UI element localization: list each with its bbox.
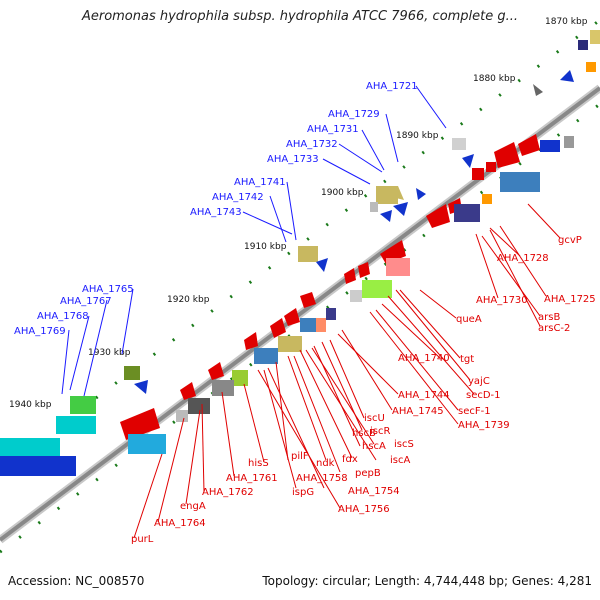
label-iscS: iscS (394, 439, 414, 450)
gene-arrow (316, 258, 328, 272)
label-AHA_1758: AHA_1758 (296, 473, 348, 484)
label-iscA: iscA (390, 455, 410, 466)
blue-labels: AHA_1721 AHA_1729 AHA_1731 AHA_1732 AHA_… (14, 81, 418, 337)
genome-summary: Topology: circular; Length: 4,744,448 bp… (262, 574, 592, 588)
label-ispG: ispG (292, 487, 314, 498)
scale-label-1930: 1930 kbp (88, 348, 131, 358)
label-yajC: yajC (468, 376, 490, 387)
forward-strand-genes (70, 30, 600, 414)
label-AHA_1767: AHA_1767 (60, 296, 112, 307)
label-ndk: ndk (316, 458, 335, 469)
gene-block (590, 30, 600, 44)
scale-label-1900: 1900 kbp (321, 188, 364, 198)
label-secD-1: secD-1 (466, 390, 501, 401)
label-engA: engA (180, 501, 206, 512)
label-AHA_1730: AHA_1730 (476, 295, 528, 306)
gene-block (578, 40, 588, 50)
gene-arrow (416, 188, 426, 200)
scale-label-1890: 1890 kbp (396, 131, 439, 141)
accession-text: Accession: NC_008570 (8, 574, 145, 588)
label-secF-1: secF-1 (458, 406, 491, 417)
scale-label-1940: 1940 kbp (9, 400, 52, 410)
gene-block (452, 138, 466, 150)
scale-label-1870: 1870 kbp (545, 17, 588, 27)
gene-arrow (120, 408, 160, 440)
gene-arrow (462, 154, 474, 168)
label-AHA_1768: AHA_1768 (37, 311, 89, 322)
gene-block (586, 62, 596, 72)
label-hscA: hscA (362, 441, 386, 452)
blue-leader-lines (61, 85, 447, 397)
gene-arrow (134, 380, 148, 394)
label-gcvP: gcvP (558, 235, 582, 246)
label-AHA_1762: AHA_1762 (202, 487, 254, 498)
reverse-strand-genes (0, 136, 574, 476)
scale-labels: 1870 kbp 1880 kbp 1890 kbp 1900 kbp 1910… (9, 17, 588, 410)
label-tgt: tgt (460, 354, 474, 365)
gene-arrow (518, 134, 540, 156)
label-AHA_1741: AHA_1741 (234, 177, 286, 188)
label-iscR: iscR (370, 426, 390, 437)
label-AHA_1769: AHA_1769 (14, 326, 66, 337)
label-AHA_1731: AHA_1731 (307, 124, 359, 135)
label-fdx: fdx (342, 454, 358, 465)
gene-arrow (560, 70, 574, 82)
label-AHA_1733: AHA_1733 (267, 154, 319, 165)
gene-block (370, 202, 378, 212)
gene-block (298, 246, 318, 262)
gene-arrow (393, 202, 408, 216)
gene-block (376, 186, 398, 204)
label-AHA_1756: AHA_1756 (338, 504, 390, 515)
label-AHA_1740: AHA_1740 (398, 353, 450, 364)
label-AHA_1742: AHA_1742 (212, 192, 264, 203)
map-title: Aeromonas hydrophila subsp. hydrophila A… (81, 9, 519, 24)
scale-label-1880: 1880 kbp (473, 74, 516, 84)
label-AHA_1739: AHA_1739 (458, 420, 510, 431)
label-AHA_1743: AHA_1743 (190, 207, 242, 218)
gene-block (124, 366, 140, 380)
gene-arrow (533, 84, 543, 96)
label-AHA_1761: AHA_1761 (226, 473, 278, 484)
label-purL: purL (131, 534, 154, 545)
label-arsB: arsB (538, 312, 560, 323)
label-iscU: iscU (364, 413, 385, 424)
label-queA: queA (456, 314, 482, 325)
label-hscB: hscB (352, 428, 376, 439)
label-AHA_1754: AHA_1754 (348, 486, 400, 497)
label-AHA_1732: AHA_1732 (286, 139, 338, 150)
label-AHA_1764: AHA_1764 (154, 518, 206, 529)
label-AHA_1721: AHA_1721 (366, 81, 418, 92)
label-AHA_1765: AHA_1765 (82, 284, 134, 295)
scale-label-1910: 1910 kbp (244, 242, 287, 252)
gene-arrow (494, 142, 520, 168)
red-labels: gcvP AHA_1728 AHA_1725 AHA_1730 arsB ars… (131, 235, 596, 545)
red-leader-lines (133, 203, 561, 539)
label-AHA_1729: AHA_1729 (328, 109, 380, 120)
scale-label-1920: 1920 kbp (167, 295, 210, 305)
label-pepB: pepB (355, 468, 381, 479)
gene-block (70, 396, 96, 414)
label-AHA_1744: AHA_1744 (398, 390, 450, 401)
gene-arrow (380, 210, 392, 222)
label-hisS: hisS (248, 458, 269, 469)
label-arsC-2: arsC-2 (538, 323, 570, 334)
label-AHA_1728: AHA_1728 (497, 253, 549, 264)
label-pilF: pilF (291, 451, 309, 462)
label-AHA_1745: AHA_1745 (392, 406, 444, 417)
label-AHA_1725: AHA_1725 (544, 294, 596, 305)
